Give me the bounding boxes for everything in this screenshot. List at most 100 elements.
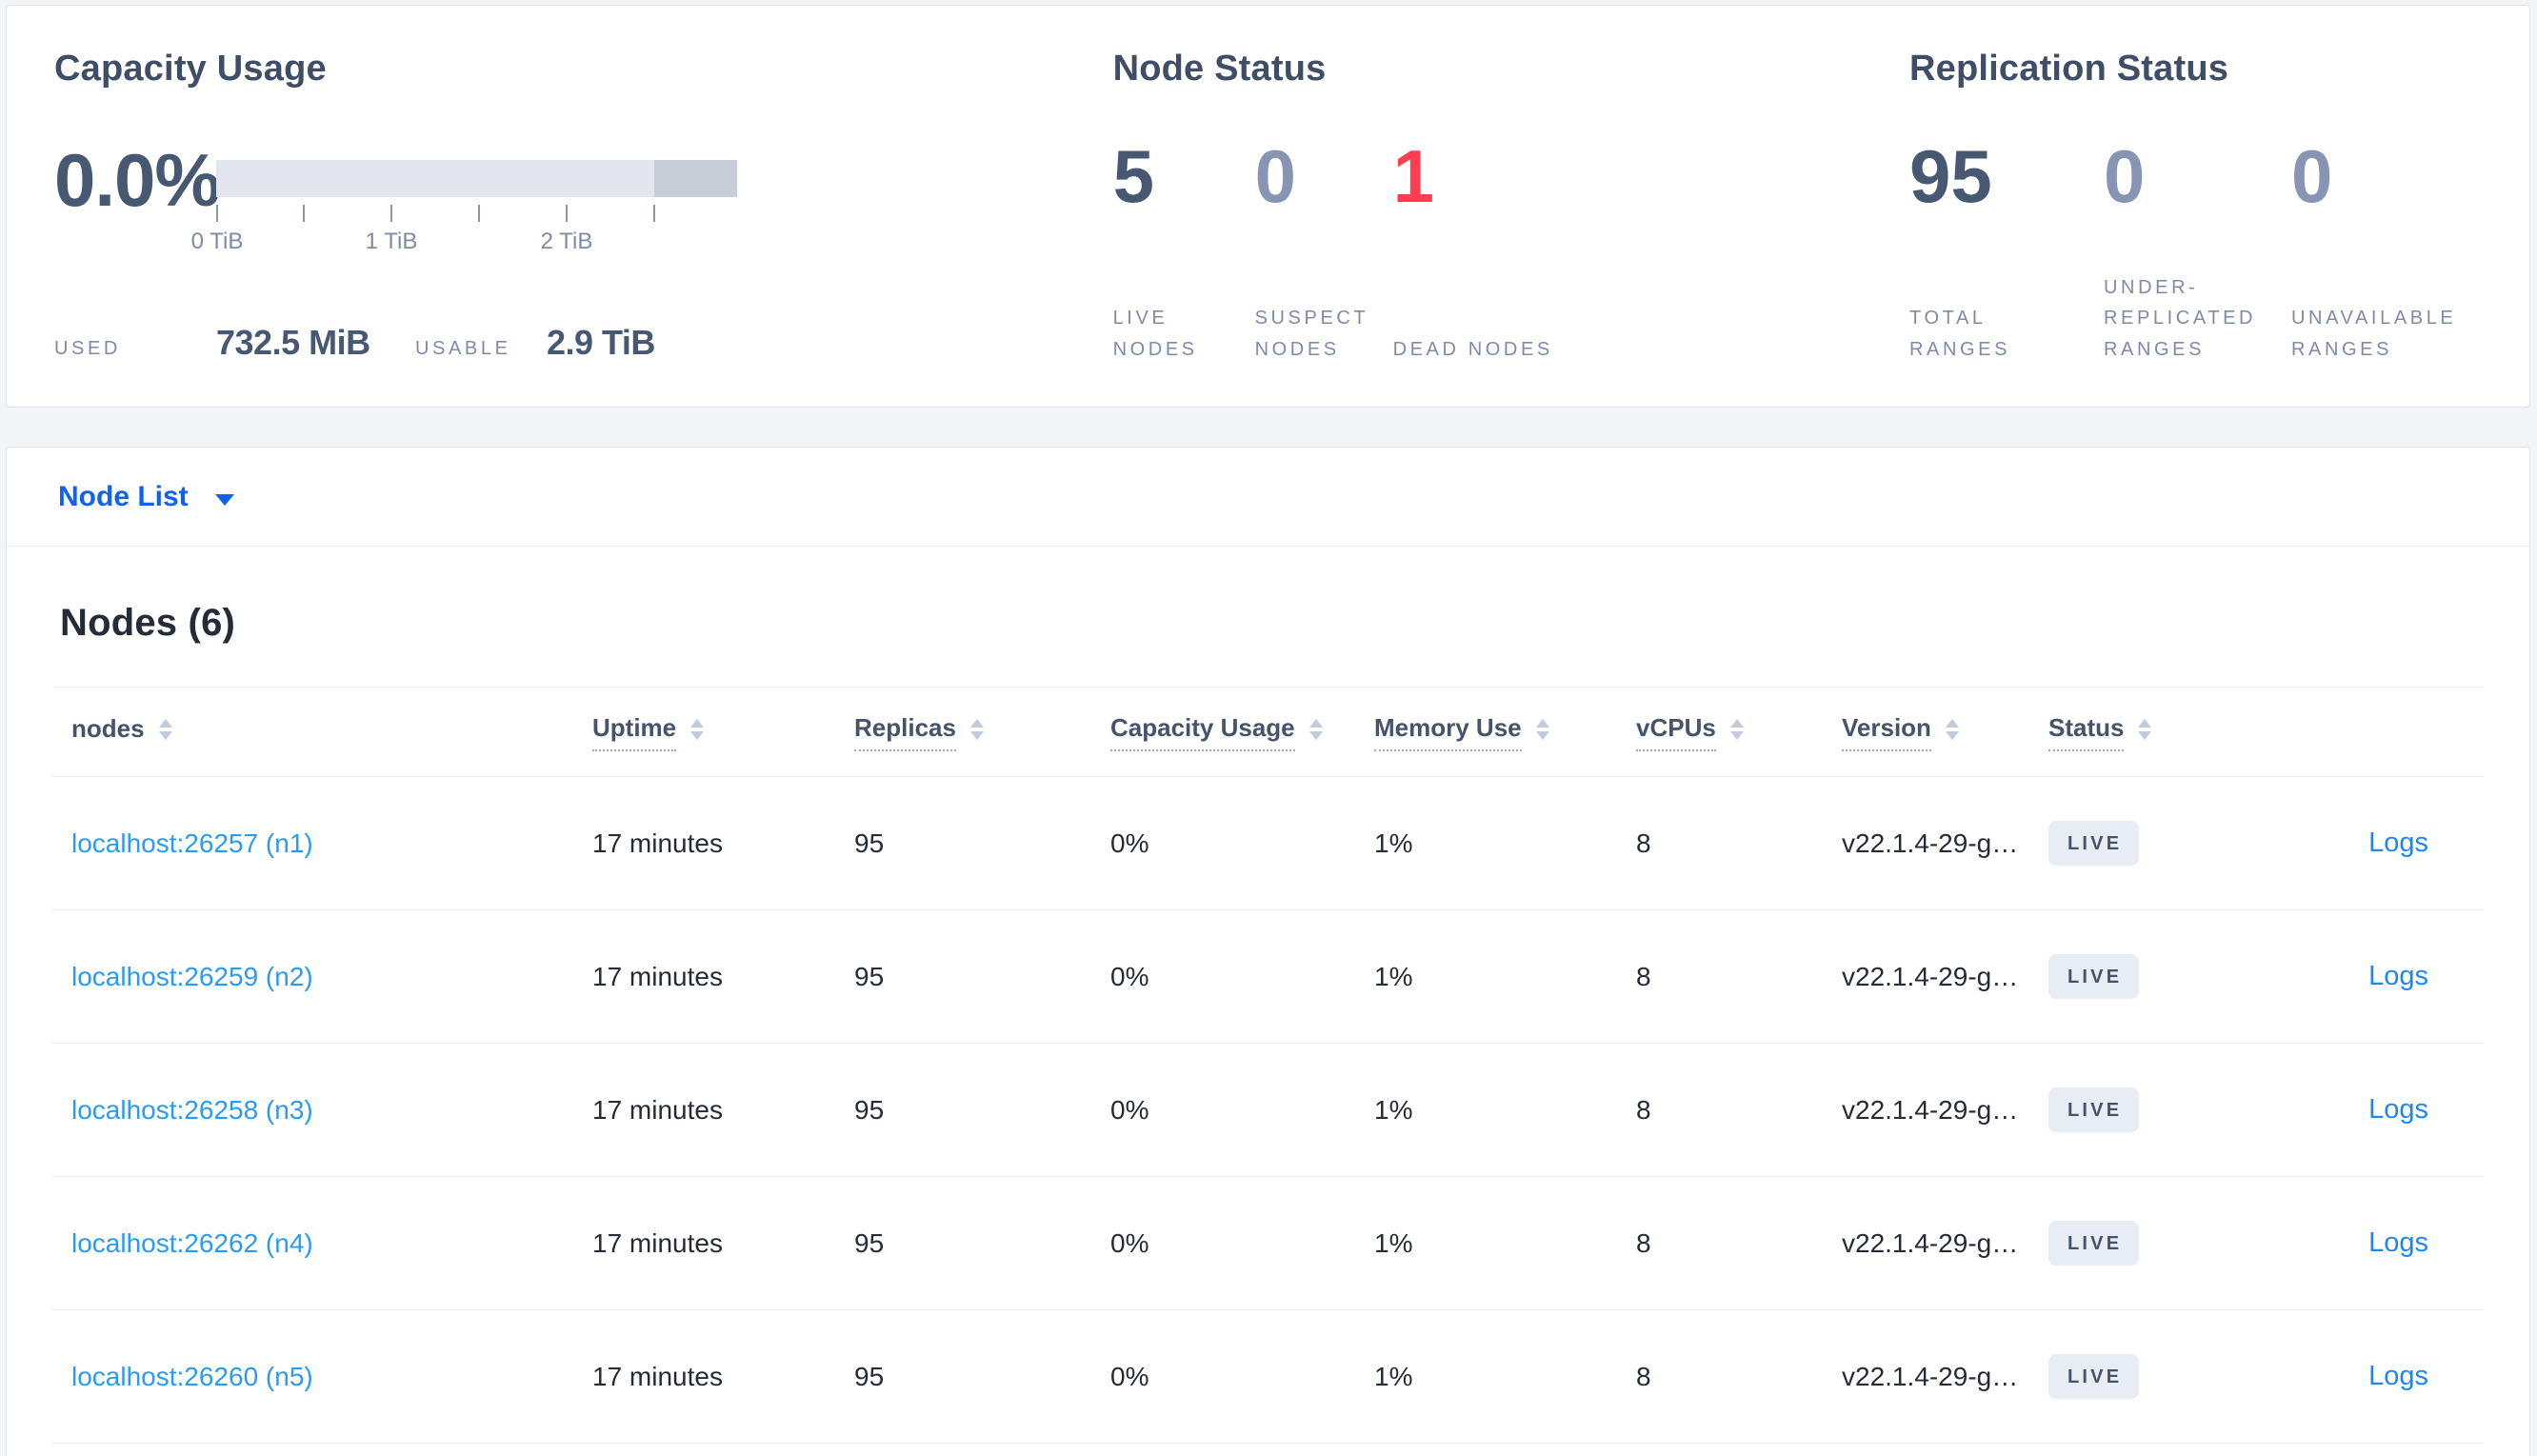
version-cell: v22.1.4-29-g… (1842, 961, 2019, 991)
sort-icon (1729, 718, 1744, 740)
status-badge: LIVE (2048, 954, 2140, 999)
capacity-tick (566, 204, 568, 222)
vcpus-cell: 8 (1636, 828, 1651, 858)
under-replicated-ranges-stat: 0 UNDER-REPLICATED RANGES (2104, 90, 2291, 365)
node-link[interactable]: localhost:26262 (n4) (71, 1227, 313, 1258)
stat-value: 95 (1909, 133, 1992, 218)
status-badge: LIVE (2048, 1221, 2140, 1266)
capacity-bar-unusable (654, 159, 737, 197)
usable-value: 2.9 TiB (547, 323, 655, 362)
status-badge: LIVE (2048, 1087, 2140, 1132)
vcpus-cell: 8 (1636, 961, 1651, 991)
sort-icon (1535, 718, 1549, 740)
column-header-vcpus[interactable]: vCPUs (1636, 713, 1842, 751)
capacity-cell: 0% (1110, 828, 1149, 858)
memory-cell: 1% (1374, 828, 1413, 858)
stat-value: 1 (1392, 133, 1434, 218)
nodes-card: Node List Nodes (6) nodes Uptime Replica… (6, 447, 2530, 1456)
usable-label: USABLE (415, 338, 511, 359)
capacity-usage-title: Capacity Usage (54, 49, 327, 89)
version-cell: v22.1.4-29-g… (1842, 1361, 2019, 1391)
node-status-panel: Node Status 5 LIVE NODES 0 SUSPECT NODES… (1113, 6, 1909, 407)
capacity-cell: 0% (1110, 961, 1149, 991)
column-header-memory-use[interactable]: Memory Use (1374, 713, 1636, 751)
node-link[interactable]: localhost:26257 (n1) (71, 828, 313, 858)
chevron-down-icon (214, 493, 234, 506)
sort-icon (2138, 718, 2152, 740)
replication-status-title: Replication Status (1909, 49, 2229, 89)
memory-cell: 1% (1374, 1361, 1413, 1391)
stat-value: 5 (1112, 133, 1154, 218)
sort-icon (969, 718, 984, 740)
capacity-cell: 0% (1110, 1094, 1149, 1125)
replicas-cell: 95 (854, 1094, 885, 1125)
total-ranges-stat: 95 TOTAL RANGES (1909, 90, 2104, 365)
logs-link[interactable]: Logs (2368, 1094, 2428, 1125)
stat-value: 0 (1254, 133, 1296, 218)
logs-link[interactable]: Logs (2368, 1361, 2428, 1391)
suspect-nodes-stat: 0 SUSPECT NODES (1255, 90, 1393, 365)
memory-cell: 1% (1374, 1227, 1413, 1258)
replicas-cell: 95 (854, 961, 885, 991)
capacity-percent: 0.0% (54, 137, 221, 222)
capacity-bar-chart: 0 TiB 1 TiB 2 TiB (191, 159, 737, 254)
unavailable-ranges-stat: 0 UNAVAILABLE RANGES (2291, 90, 2529, 365)
node-link[interactable]: localhost:26260 (n5) (71, 1361, 313, 1391)
capacity-tick-label: 0 TiB (190, 228, 244, 254)
capacity-bar (216, 159, 737, 197)
table-header-row: nodes Uptime Replicas Capacity Usage Mem… (52, 687, 2484, 777)
table-row: localhost:26259 (n2) 17 minutes 95 0% 1%… (52, 910, 2484, 1044)
capacity-tick-label: 1 TiB (365, 228, 418, 254)
table-row: localhost:26257 (n1) 17 minutes 95 0% 1%… (52, 777, 2484, 910)
uptime-cell: 17 minutes (592, 1094, 723, 1125)
used-label: USED (54, 338, 121, 359)
logs-link[interactable]: Logs (2368, 961, 2428, 991)
column-header-status[interactable]: Status (2048, 713, 2254, 751)
node-list-selector[interactable]: Node List (7, 448, 2529, 547)
sort-icon (1945, 718, 1959, 740)
stat-value: 0 (2104, 133, 2146, 218)
capacity-tick (390, 204, 392, 222)
stat-label: LIVE NODES (1112, 308, 1198, 360)
node-list-selector-label: Node List (58, 480, 189, 512)
column-header-capacity-usage[interactable]: Capacity Usage (1110, 713, 1374, 751)
uptime-cell: 17 minutes (592, 1227, 723, 1258)
stat-value: 0 (2291, 133, 2333, 218)
vcpus-cell: 8 (1636, 1094, 1651, 1125)
column-header-replicas[interactable]: Replicas (854, 713, 1110, 751)
node-link[interactable]: localhost:26259 (n2) (71, 961, 313, 991)
logs-link[interactable]: Logs (2368, 828, 2428, 858)
version-cell: v22.1.4-29-g… (1842, 1227, 2019, 1258)
stat-label: SUSPECT NODES (1254, 308, 1368, 360)
used-value: 732.5 MiB (216, 323, 370, 362)
column-header-uptime[interactable]: Uptime (592, 713, 854, 751)
capacity-usage-panel: Capacity Usage 0.0% 0 TiB 1 TiB 2 TiB US… (54, 6, 1113, 407)
stat-label: UNDER-REPLICATED RANGES (2104, 276, 2257, 360)
column-header-version[interactable]: Version (1842, 713, 2048, 751)
memory-cell: 1% (1374, 1094, 1413, 1125)
capacity-cell: 0% (1110, 1227, 1149, 1258)
capacity-tick (216, 204, 218, 222)
status-badge: LIVE (2048, 821, 2140, 866)
replicas-cell: 95 (854, 1361, 885, 1391)
capacity-tick (303, 204, 305, 222)
cluster-summary-card: Capacity Usage 0.0% 0 TiB 1 TiB 2 TiB US… (6, 5, 2530, 408)
logs-link[interactable]: Logs (2368, 1227, 2428, 1258)
table-row: localhost:26260 (n5) 17 minutes 95 0% 1%… (52, 1310, 2484, 1444)
stat-label: UNAVAILABLE RANGES (2291, 308, 2457, 360)
table-body: localhost:26257 (n1) 17 minutes 95 0% 1%… (52, 777, 2484, 1444)
nodes-section-title: Nodes (6) (60, 602, 236, 644)
node-link[interactable]: localhost:26258 (n3) (71, 1094, 313, 1125)
sort-icon (690, 718, 705, 740)
table-row: localhost:26262 (n4) 17 minutes 95 0% 1%… (52, 1177, 2484, 1310)
version-cell: v22.1.4-29-g… (1842, 828, 2019, 858)
capacity-tick (653, 204, 655, 222)
column-header-nodes[interactable]: nodes (52, 714, 592, 750)
vcpus-cell: 8 (1636, 1361, 1651, 1391)
uptime-cell: 17 minutes (592, 828, 723, 858)
dead-nodes-stat: 1 DEAD NODES (1393, 90, 1603, 365)
sort-icon (1308, 718, 1323, 740)
version-cell: v22.1.4-29-g… (1842, 1094, 2019, 1125)
sort-icon (158, 718, 172, 740)
capacity-cell: 0% (1110, 1361, 1149, 1391)
